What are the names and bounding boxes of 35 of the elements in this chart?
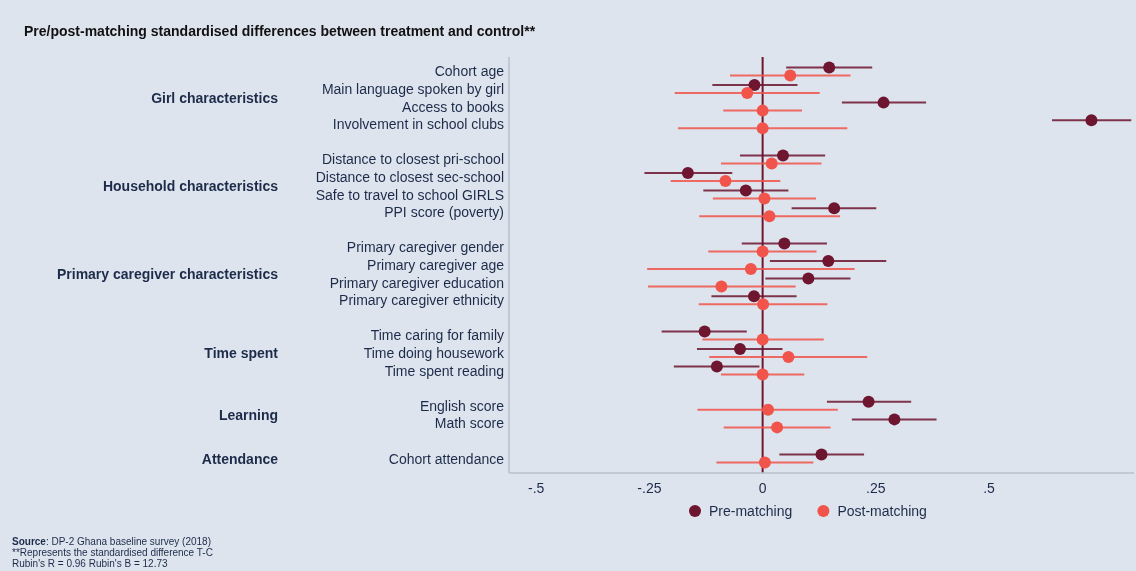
y-tick-label: Time caring for family [370, 327, 504, 344]
text: Pre/post-matching standardised differences between treatment and control** [24, 23, 536, 39]
x-tick-label: -.5 [528, 480, 545, 496]
y-tick-label: Math score [434, 415, 505, 432]
text: **Represents the standardised difference T-C [12, 547, 213, 558]
text: Primary caregiver characteristics [56, 265, 279, 282]
text: Learning [218, 406, 278, 423]
x-tick-label: -.25 [637, 480, 662, 496]
y-tick-label: Distance to closest pri-school [321, 151, 504, 168]
legend-label: Pre-matching [709, 503, 793, 519]
y-tick-label: Primary caregiver education [329, 274, 504, 291]
y-tick-label: Access to books [402, 98, 504, 115]
y-tick-label: English score [419, 397, 505, 414]
y-tick-label: Involvement in school clubs [332, 116, 504, 133]
x-tick-label: .5 [983, 480, 996, 496]
y-tick-label: Primary caregiver gender [346, 239, 505, 256]
y-tick-label: Primary caregiver age [367, 257, 505, 273]
legend-label: Post-matching [837, 503, 927, 519]
text: Household characteristics [102, 177, 279, 194]
text: Attendance [201, 450, 279, 467]
y-tick-label: Main language spoken by girl [321, 81, 504, 98]
y-tick-label: Cohort age [434, 63, 505, 80]
x-tick-label: 0 [758, 480, 767, 496]
y-tick-label: Time spent reading [384, 362, 504, 379]
y-tick-label: Distance to closest sec-school [315, 169, 504, 186]
text: Rubin's R = 0.96 Rubin's B = 12.73 [12, 558, 169, 569]
y-tick-label: Primary caregiver ethnicity [339, 292, 504, 309]
y-tick-label: Cohort attendance [388, 450, 505, 467]
y-tick-label: Time doing housework [363, 344, 505, 361]
y-tick-label: PPI score (poverty) [384, 204, 504, 221]
text: Time spent [204, 344, 279, 361]
y-tick-label: Safe to travel to school GIRLS [315, 186, 504, 203]
text: Girl characteristics [151, 89, 279, 106]
x-tick-label: .25 [866, 480, 886, 496]
source-note: Source: DP-2 Ghana baseline survey (2018) [12, 536, 211, 547]
